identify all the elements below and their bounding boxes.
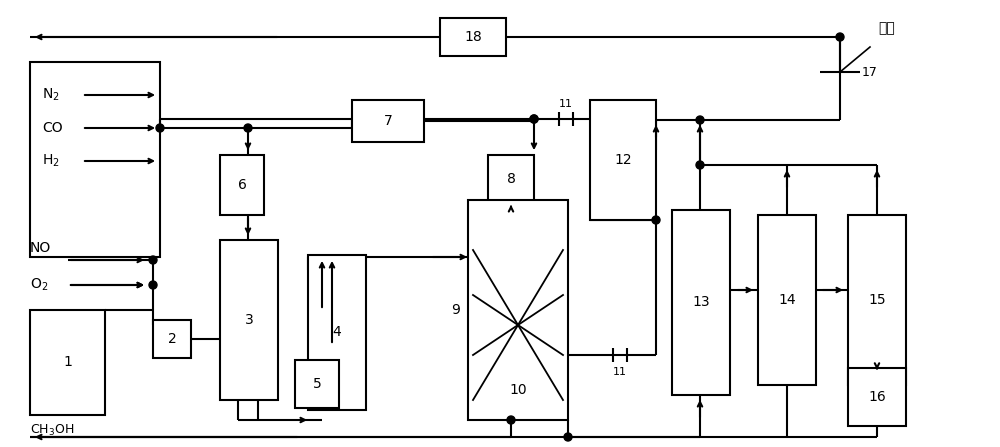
Circle shape [156,124,164,132]
Bar [440,18,506,56]
Bar [488,155,534,203]
Circle shape [696,161,704,169]
Text: 7: 7 [384,114,392,128]
Bar [30,310,105,415]
Circle shape [507,416,515,424]
Text: 2: 2 [168,332,176,346]
Text: 15: 15 [868,293,886,307]
Text: 放空: 放空 [878,21,895,35]
Text: 5: 5 [313,377,321,391]
Bar [848,368,906,426]
Text: 9: 9 [452,303,460,317]
Text: 13: 13 [692,295,710,309]
Text: 11: 11 [613,367,627,377]
Text: 17: 17 [862,66,878,79]
Text: 3: 3 [245,313,253,327]
Bar [220,155,264,215]
Text: 8: 8 [507,172,515,186]
Bar [308,255,366,410]
Circle shape [244,124,252,132]
Circle shape [564,433,572,441]
Text: 6: 6 [238,178,246,192]
Bar [848,215,906,385]
Bar [590,100,656,220]
Circle shape [530,115,538,123]
Text: CO: CO [42,121,63,135]
Text: 10: 10 [509,383,527,397]
Text: H$_2$: H$_2$ [42,153,60,169]
Text: 11: 11 [559,99,573,109]
Text: NO: NO [30,241,51,255]
Circle shape [149,256,157,264]
Text: 16: 16 [868,390,886,404]
Text: 14: 14 [778,293,796,307]
Bar [672,210,730,395]
Circle shape [652,216,660,224]
Text: CH$_3$OH: CH$_3$OH [30,422,74,438]
Text: O$_2$: O$_2$ [30,277,48,293]
Text: 4: 4 [333,325,341,340]
Text: 18: 18 [464,30,482,44]
Circle shape [530,115,538,123]
Bar [153,320,191,358]
Bar [468,200,568,420]
Text: 1: 1 [63,355,72,370]
Circle shape [836,33,844,41]
Bar [30,62,160,257]
Bar [295,360,339,408]
Circle shape [149,281,157,289]
Circle shape [696,116,704,124]
Text: N$_2$: N$_2$ [42,87,60,103]
Text: 12: 12 [614,153,632,167]
Bar [352,100,424,142]
Bar [758,215,816,385]
Bar [220,240,278,400]
